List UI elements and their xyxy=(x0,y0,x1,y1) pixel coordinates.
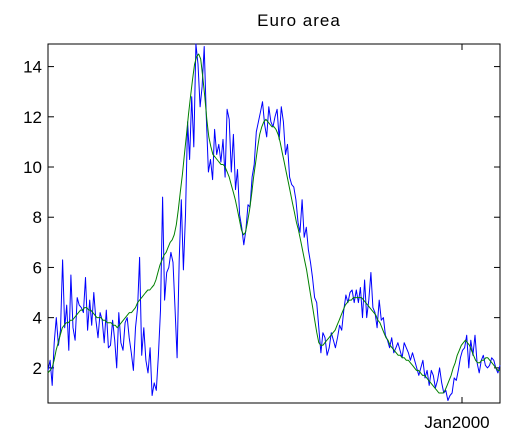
y-tick-label: 6 xyxy=(33,258,42,277)
y-tick-label: 4 xyxy=(33,309,42,328)
y-tick-label: 10 xyxy=(23,158,42,177)
y-axis: 2 4 6 8 10 12 14 xyxy=(23,58,500,378)
x-tick-label: Jan2000 xyxy=(424,413,489,432)
y-tick-label: 2 xyxy=(33,359,42,378)
y-tick-label: 8 xyxy=(33,208,42,227)
chart-title: Euro area xyxy=(257,11,341,30)
y-tick-label: 14 xyxy=(23,58,42,77)
x-axis: Jan2000 xyxy=(424,44,490,432)
series-line-2 xyxy=(47,53,500,394)
series-group xyxy=(47,43,501,401)
y-tick-label: 12 xyxy=(23,108,42,127)
